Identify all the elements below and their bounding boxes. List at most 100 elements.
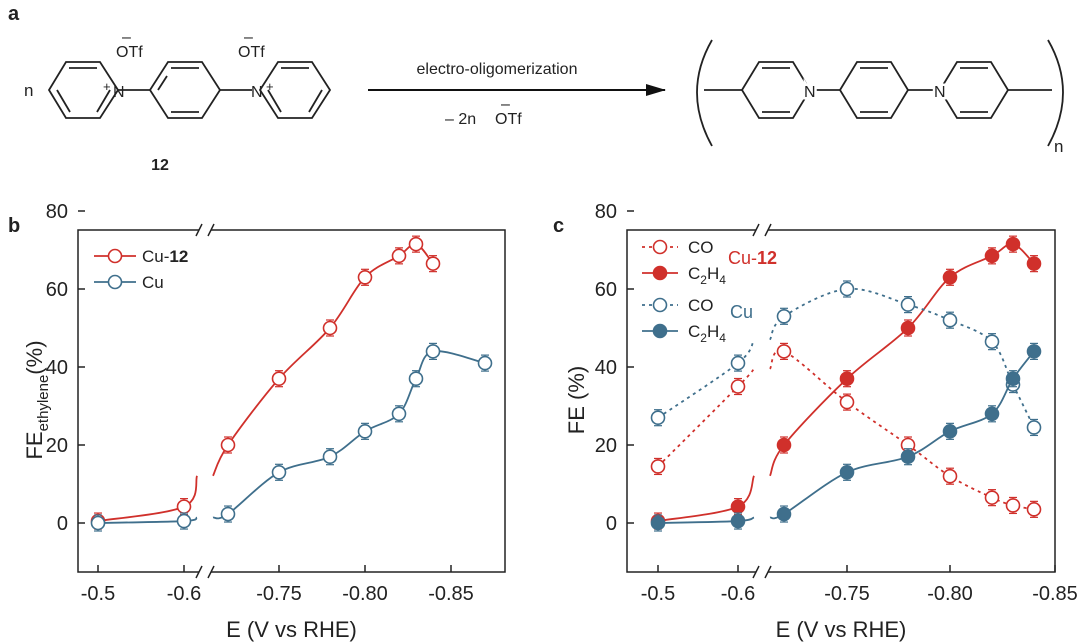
y-tick-label: 80	[595, 201, 617, 223]
data-point	[391, 406, 407, 422]
x-tick-label: -0.75	[256, 583, 302, 605]
data-point	[650, 459, 666, 474]
data-point	[322, 320, 338, 336]
series-line-segment	[212, 350, 486, 520]
data-point	[839, 371, 855, 387]
data-point	[984, 334, 1000, 349]
x-tick-label: -0.5	[641, 583, 675, 605]
product-nitrogen-right: N	[934, 84, 946, 101]
data-point	[271, 371, 287, 387]
data-point	[730, 355, 746, 371]
legend-label: C2H4	[688, 264, 726, 287]
y-tick-label: 80	[46, 201, 68, 223]
counterion-left: OTf	[116, 44, 143, 61]
legend-marker	[652, 265, 668, 281]
legend-label: Cu-12	[142, 247, 188, 266]
left-pyridinium-ring	[47, 61, 150, 119]
axis-break-gap	[199, 567, 211, 577]
data-point	[942, 424, 958, 439]
arrow-label-bottom: – 2n	[445, 111, 476, 128]
axis-break-mark	[207, 565, 215, 579]
series-line-segment	[657, 339, 755, 419]
data-point	[1026, 344, 1042, 359]
data-point	[1026, 256, 1042, 271]
right-pyridinium-ring	[258, 61, 332, 119]
y-axis-label: FE (%)	[564, 366, 589, 434]
data-point	[357, 269, 373, 285]
data-point	[176, 513, 192, 529]
axis-break-mark	[752, 223, 760, 237]
axis-break-gap	[756, 567, 768, 577]
plus-charge-right: +	[266, 79, 274, 94]
legend-label: CO	[688, 238, 714, 257]
data-point	[425, 256, 441, 271]
data-point	[90, 515, 106, 531]
reaction-scheme: a n N + OTf – N + OTf	[8, 3, 1064, 174]
panel-c-label: c	[553, 215, 564, 237]
data-point	[730, 379, 746, 394]
plot-frame	[77, 229, 506, 573]
data-point	[730, 513, 746, 529]
data-point	[391, 248, 407, 264]
data-point	[984, 406, 1000, 422]
panel-a-label: a	[8, 3, 20, 25]
x-tick-label: -0.80	[342, 583, 388, 605]
chart-panel-b: b 0 20 40 60 80 -0.5 -0.6 -0.75 -0.80 -0.85 E (V vs…	[8, 201, 506, 642]
data-point	[477, 355, 493, 371]
axis-break-gap	[199, 225, 211, 235]
x-tick-label: -0.5	[81, 583, 115, 605]
y-tick-label: 60	[595, 279, 617, 301]
counterion-left-minus: –	[122, 29, 131, 46]
legend-label: CO	[688, 296, 714, 315]
series-line-segment	[657, 368, 755, 468]
data-point	[176, 499, 192, 514]
axis-break-mark	[195, 565, 203, 579]
plot-frame	[626, 229, 1056, 573]
axis-break-mark	[764, 565, 772, 579]
legend-marker	[652, 239, 668, 255]
counterion-right-minus: –	[244, 29, 253, 46]
central-benzene-ring	[148, 61, 252, 119]
y-tick-label: 0	[57, 513, 68, 535]
arrow-label-top: electro-oligomerization	[417, 61, 578, 78]
x-tick-label: -0.75	[824, 583, 870, 605]
data-point	[839, 464, 855, 480]
legend-label: Cu	[142, 273, 164, 292]
axis-break-gap	[756, 225, 768, 235]
data-point	[900, 320, 916, 336]
series-line-segment	[769, 287, 1035, 428]
legend-group-label: Cu-12	[728, 248, 777, 268]
y-tick-label: 40	[46, 357, 68, 379]
counterion-right: OTf	[238, 44, 265, 61]
plus-charge-left: +	[103, 79, 111, 94]
series-line-segment	[212, 243, 434, 477]
product-structure	[696, 39, 1064, 147]
nitrogen-right: N	[251, 84, 263, 101]
panel-b-label: b	[8, 215, 20, 237]
data-point	[1005, 371, 1021, 387]
x-tick-label: -0.85	[428, 583, 474, 605]
legend-label: C2H4	[688, 322, 726, 345]
data-point	[839, 281, 855, 297]
data-point	[730, 499, 746, 514]
data-point	[408, 371, 424, 387]
product-nitrogen-left: N	[804, 84, 816, 101]
data-point	[776, 506, 792, 522]
data-point	[650, 515, 666, 531]
y-tick-label: 40	[595, 357, 617, 379]
data-point	[1005, 498, 1021, 513]
arrow-counterion-minus: –	[501, 96, 510, 113]
data-point	[984, 490, 1000, 505]
y-tick-label: 60	[46, 279, 68, 301]
data-point	[776, 308, 792, 324]
x-tick-label: -0.85	[1032, 583, 1078, 605]
x-tick-label: -0.80	[927, 583, 973, 605]
nitrogen-left: N	[113, 84, 125, 101]
data-point	[776, 344, 792, 359]
y-tick-label: 20	[595, 435, 617, 457]
n-coefficient: n	[24, 81, 33, 100]
legend-marker	[652, 323, 668, 339]
x-axis-label: E (V vs RHE)	[776, 617, 907, 642]
data-point	[942, 269, 958, 285]
